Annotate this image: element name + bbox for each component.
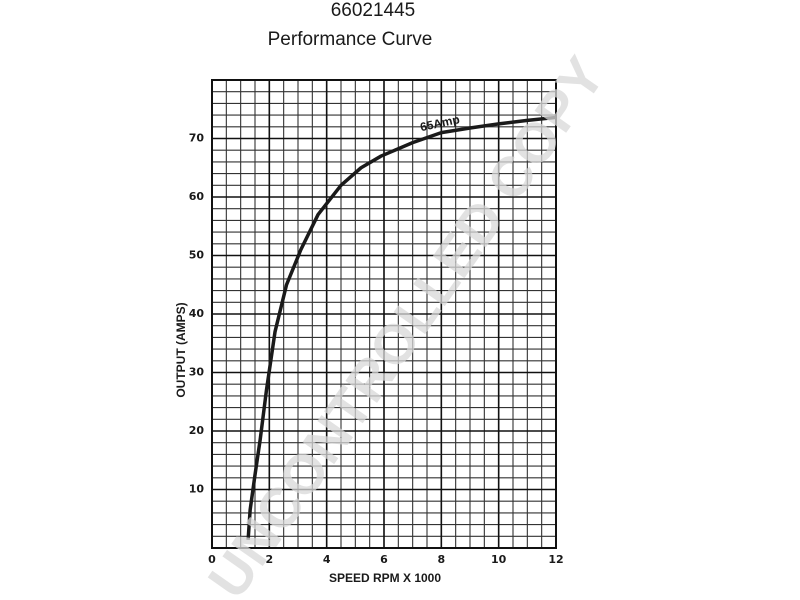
y-axis-label: OUTPUT (AMPS) — [174, 302, 188, 397]
chart-title: 66021445 — [331, 0, 416, 21]
chart-subtitle: Performance Curve — [268, 29, 433, 50]
x-tick-label: 12 — [548, 553, 563, 566]
x-tick-label: 0 — [208, 553, 216, 566]
x-tick-label: 10 — [491, 553, 507, 566]
x-tick-label: 6 — [380, 553, 388, 566]
x-axis-label: SPEED RPM X 1000 — [329, 571, 441, 585]
y-tick-label: 40 — [189, 307, 205, 320]
plot-border — [211, 79, 557, 549]
y-tick-label: 10 — [189, 483, 205, 496]
plot-area — [211, 79, 557, 549]
y-tick-label: 20 — [189, 424, 205, 437]
x-tick-label: 8 — [438, 553, 446, 566]
series-line — [246, 115, 557, 540]
y-tick-label: 30 — [189, 366, 205, 379]
watermark: UNCONTROLLED COPY — [196, 45, 617, 600]
y-tick-label: 60 — [189, 190, 205, 203]
x-tick-label: 2 — [266, 553, 274, 566]
y-tick-label: 50 — [189, 249, 205, 262]
y-tick-label: 70 — [189, 132, 205, 145]
x-tick-label: 4 — [323, 553, 331, 566]
